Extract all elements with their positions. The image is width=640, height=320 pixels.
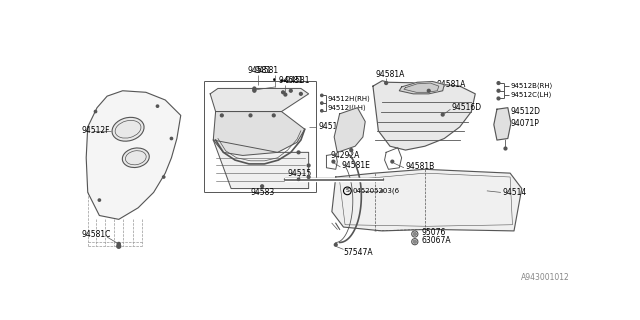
Text: S: S — [346, 188, 349, 193]
Text: 95076: 95076 — [421, 228, 445, 237]
Circle shape — [442, 113, 444, 116]
Circle shape — [321, 110, 323, 112]
Circle shape — [385, 82, 388, 84]
Text: 94581C: 94581C — [81, 230, 111, 239]
Text: 94515: 94515 — [288, 169, 312, 178]
Text: 94581: 94581 — [254, 66, 278, 75]
Text: 57547A: 57547A — [344, 248, 373, 257]
Circle shape — [117, 243, 120, 245]
Text: 94512I⟨LH⟩: 94512I⟨LH⟩ — [328, 105, 367, 111]
Circle shape — [391, 160, 394, 163]
Text: 94292A: 94292A — [330, 151, 360, 160]
Circle shape — [321, 102, 323, 104]
Circle shape — [298, 178, 300, 180]
Circle shape — [497, 89, 500, 92]
Text: • 94581: • 94581 — [272, 76, 303, 85]
Circle shape — [253, 89, 256, 92]
Ellipse shape — [122, 148, 149, 167]
Circle shape — [497, 97, 500, 100]
Circle shape — [413, 232, 417, 236]
Polygon shape — [210, 88, 308, 112]
Circle shape — [273, 114, 275, 117]
Polygon shape — [213, 140, 308, 188]
Polygon shape — [494, 108, 511, 140]
Circle shape — [249, 114, 252, 117]
Circle shape — [307, 176, 310, 178]
Text: 94512C⟨LH⟩: 94512C⟨LH⟩ — [510, 92, 552, 99]
Text: 94071P: 94071P — [510, 119, 539, 128]
Text: 94512B⟨RH⟩: 94512B⟨RH⟩ — [510, 83, 552, 89]
Circle shape — [307, 164, 310, 167]
Polygon shape — [404, 83, 439, 92]
Text: A943001012: A943001012 — [521, 273, 570, 282]
Circle shape — [300, 92, 302, 95]
Circle shape — [253, 87, 256, 90]
Circle shape — [253, 89, 256, 92]
Circle shape — [94, 110, 97, 113]
Circle shape — [282, 91, 284, 94]
Text: 94514: 94514 — [502, 188, 527, 197]
Circle shape — [413, 240, 417, 243]
Text: 94581B: 94581B — [406, 163, 435, 172]
Text: 94581A: 94581A — [436, 80, 466, 89]
Text: 94512H⟨RH⟩: 94512H⟨RH⟩ — [328, 95, 371, 101]
Circle shape — [289, 89, 292, 92]
Circle shape — [334, 244, 337, 246]
Circle shape — [98, 199, 100, 201]
Text: 94512D: 94512D — [510, 107, 540, 116]
Circle shape — [284, 93, 287, 96]
Text: 94581E: 94581E — [342, 161, 371, 170]
Circle shape — [297, 151, 300, 154]
Polygon shape — [86, 91, 180, 219]
Circle shape — [332, 160, 335, 163]
Circle shape — [381, 190, 383, 192]
Circle shape — [321, 94, 323, 97]
Polygon shape — [213, 112, 305, 156]
Text: 94512F: 94512F — [81, 126, 110, 135]
Polygon shape — [334, 108, 365, 152]
Ellipse shape — [112, 117, 144, 141]
Polygon shape — [332, 169, 522, 231]
Text: 94581A: 94581A — [375, 70, 404, 79]
Circle shape — [504, 147, 507, 150]
Text: 63067A: 63067A — [421, 236, 451, 245]
Text: 94512E: 94512E — [319, 123, 348, 132]
Polygon shape — [373, 81, 476, 150]
Circle shape — [117, 244, 121, 248]
Text: 94583: 94583 — [250, 188, 275, 197]
Circle shape — [428, 89, 430, 92]
Circle shape — [350, 149, 353, 151]
Text: 94516D: 94516D — [452, 103, 482, 112]
Circle shape — [260, 185, 264, 188]
Circle shape — [170, 137, 173, 140]
Circle shape — [220, 114, 223, 117]
Text: 94581: 94581 — [248, 66, 271, 75]
Text: 045205203(6: 045205203(6 — [353, 188, 400, 194]
Text: ↔94581: ↔94581 — [280, 76, 310, 85]
Circle shape — [497, 82, 500, 84]
Circle shape — [156, 105, 159, 107]
Circle shape — [163, 176, 165, 178]
Polygon shape — [399, 82, 444, 94]
